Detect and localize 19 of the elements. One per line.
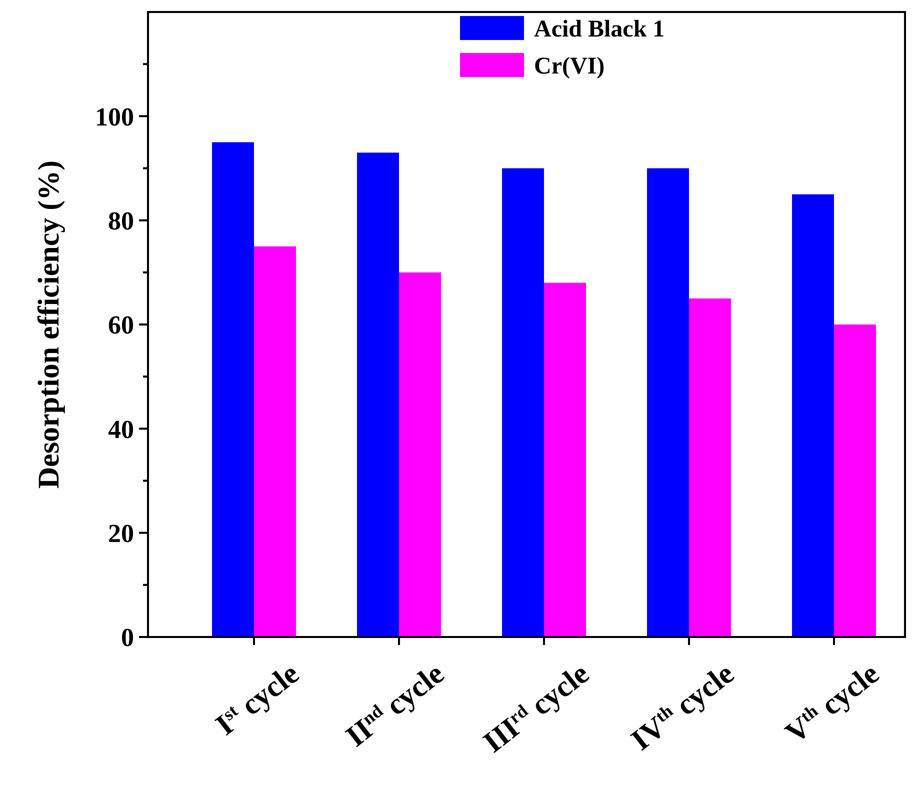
y-tick-label: 20: [108, 518, 134, 548]
bar: [502, 168, 544, 637]
bar: [399, 272, 441, 637]
bar: [212, 142, 254, 637]
bar: [647, 168, 689, 637]
bar: [254, 246, 296, 637]
y-tick-label: 40: [108, 414, 134, 444]
y-tick-label: 100: [95, 102, 134, 132]
bar: [544, 282, 586, 637]
y-tick-label: 80: [108, 206, 134, 236]
y-axis-title: Desorption efficiency (%): [32, 160, 66, 489]
bar: [834, 324, 876, 637]
bar: [792, 194, 834, 637]
legend-label: Acid Black 1: [534, 16, 665, 42]
bar: [357, 152, 399, 637]
y-tick-label: 0: [121, 623, 134, 652]
y-tick-label: 60: [108, 310, 134, 340]
bar: [689, 298, 731, 637]
legend-label: Cr(VI): [534, 53, 605, 80]
